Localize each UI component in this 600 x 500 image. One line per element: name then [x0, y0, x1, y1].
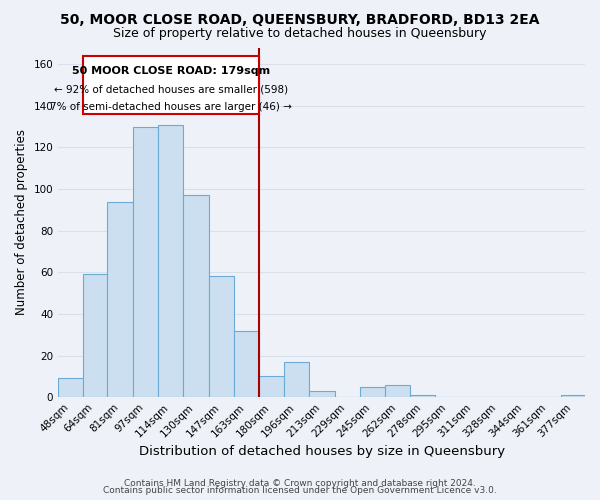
Text: Contains HM Land Registry data © Crown copyright and database right 2024.: Contains HM Land Registry data © Crown c… — [124, 478, 476, 488]
Bar — [560, 395, 585, 397]
Bar — [209, 276, 234, 397]
Bar — [284, 362, 310, 397]
Text: 50, MOOR CLOSE ROAD, QUEENSBURY, BRADFORD, BD13 2EA: 50, MOOR CLOSE ROAD, QUEENSBURY, BRADFOR… — [60, 12, 540, 26]
Bar — [133, 126, 158, 397]
Text: Contains public sector information licensed under the Open Government Licence v3: Contains public sector information licen… — [103, 486, 497, 495]
Bar — [158, 124, 184, 397]
Text: 7% of semi-detached houses are larger (46) →: 7% of semi-detached houses are larger (4… — [50, 102, 292, 112]
Bar — [184, 196, 209, 397]
Bar — [107, 202, 133, 397]
Text: 50 MOOR CLOSE ROAD: 179sqm: 50 MOOR CLOSE ROAD: 179sqm — [72, 66, 270, 76]
Bar — [360, 387, 385, 397]
Bar — [259, 376, 284, 397]
Bar — [58, 378, 83, 397]
Bar — [410, 395, 436, 397]
Bar — [234, 330, 259, 397]
Y-axis label: Number of detached properties: Number of detached properties — [15, 130, 28, 316]
Bar — [83, 56, 259, 114]
Text: Size of property relative to detached houses in Queensbury: Size of property relative to detached ho… — [113, 28, 487, 40]
Bar — [310, 391, 335, 397]
X-axis label: Distribution of detached houses by size in Queensbury: Distribution of detached houses by size … — [139, 444, 505, 458]
Bar — [385, 384, 410, 397]
Text: ← 92% of detached houses are smaller (598): ← 92% of detached houses are smaller (59… — [54, 85, 288, 95]
Bar — [83, 274, 107, 397]
